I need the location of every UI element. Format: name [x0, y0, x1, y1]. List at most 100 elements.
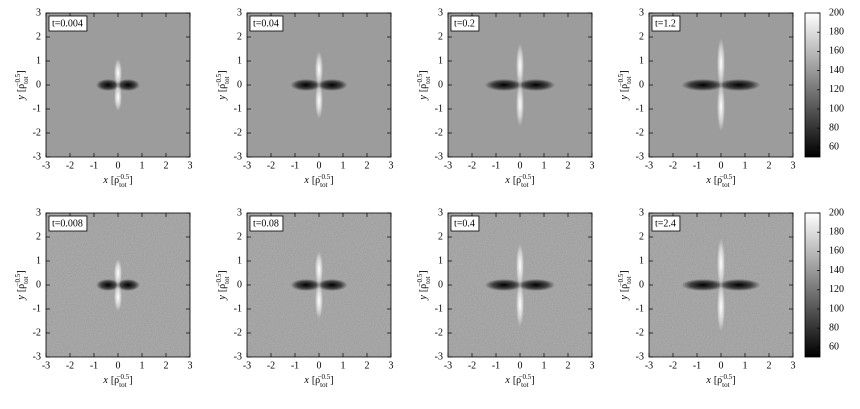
- colorbar-tick-label: 140: [829, 65, 844, 76]
- dark-lobe: [717, 79, 761, 91]
- x-tick-label: 1: [542, 360, 547, 371]
- colorbar-tick-label: 80: [829, 322, 839, 333]
- axis-label-part: tot: [22, 76, 30, 83]
- light-lobe: [717, 81, 725, 132]
- axis-label-part: ]: [217, 270, 228, 273]
- axis-label-part: −0.5: [14, 273, 22, 286]
- axis-label-part: ]: [330, 175, 333, 186]
- axis-label-part: tot: [722, 381, 729, 389]
- dark-lobe: [290, 79, 322, 91]
- axis-label-part: [ρ: [312, 375, 320, 386]
- panel-label: t=0.008: [52, 218, 83, 229]
- y-tick-label: -3: [33, 351, 41, 362]
- light-lobe: [315, 282, 323, 319]
- axis-label-part: x: [504, 175, 510, 186]
- axis-label-part: −0.5: [117, 373, 130, 381]
- y-tick-label: -3: [435, 151, 443, 162]
- x-tick-label: -1: [693, 160, 701, 171]
- y-tick-label: 2: [237, 31, 242, 42]
- y-tick-label: -3: [636, 151, 644, 162]
- axis-label-part: x: [102, 175, 108, 186]
- axis-label-part: y: [16, 295, 27, 301]
- axis-label-part: [ρ: [217, 284, 228, 292]
- x-tick-label: 2: [767, 160, 772, 171]
- axis-label-part: x: [303, 175, 309, 186]
- x-tick-label: 1: [542, 160, 547, 171]
- axis-label-part: y: [418, 95, 429, 101]
- x-tick-label: 3: [188, 160, 193, 171]
- y-tick-label: -2: [234, 127, 242, 138]
- dark-lobe: [316, 279, 348, 291]
- light-lobe: [114, 283, 122, 311]
- axis-label-part: −0.5: [215, 73, 223, 86]
- dark-lobe: [96, 279, 120, 291]
- y-tick-label: 3: [438, 7, 443, 18]
- x-tick-label: 3: [590, 160, 595, 171]
- axis-label-part: ]: [217, 70, 228, 73]
- x-tick-label: -3: [42, 360, 50, 371]
- y-tick-label: 0: [438, 279, 443, 290]
- y-tick-label: -1: [234, 303, 242, 314]
- axis-label-part: [ρ: [619, 284, 630, 292]
- axis-label-part: [ρ: [714, 175, 722, 186]
- y-tick-label: 2: [639, 31, 644, 42]
- axis-label-part: x: [504, 375, 510, 386]
- x-tick-label: -3: [645, 360, 653, 371]
- light-lobe: [516, 243, 524, 289]
- axis-label-part: tot: [424, 276, 432, 283]
- axis-label: y [ρtot−0.5]: [14, 270, 30, 300]
- axis-label-part: tot: [625, 276, 633, 283]
- x-tick-label: 2: [365, 360, 370, 371]
- x-tick-label: -3: [645, 160, 653, 171]
- axis-label: y [ρtot−0.5]: [215, 270, 231, 300]
- y-tick-label: 1: [438, 255, 443, 266]
- axis-label-part: [ρ: [513, 375, 521, 386]
- axis-label: x [ρtot−0.5]: [705, 173, 735, 189]
- axis-label: y [ρtot−0.5]: [416, 70, 432, 100]
- x-tick-label: 1: [341, 160, 346, 171]
- axis-label-part: x: [705, 375, 711, 386]
- x-tick-label: 0: [317, 360, 322, 371]
- axis-label-part: −0.5: [720, 173, 733, 181]
- axis-label-part: ]: [418, 270, 429, 273]
- axis-label: y [ρtot−0.5]: [14, 70, 30, 100]
- y-tick-label: 3: [639, 7, 644, 18]
- y-tick-label: 0: [438, 79, 443, 90]
- light-lobe: [315, 82, 323, 119]
- y-tick-label: -3: [234, 151, 242, 162]
- axis-label-part: −0.5: [215, 273, 223, 286]
- y-tick-label: 0: [237, 79, 242, 90]
- y-tick-label: 2: [438, 231, 443, 242]
- x-tick-label: 1: [140, 360, 145, 371]
- axis-label-part: [ρ: [16, 284, 27, 292]
- x-tick-label: -2: [267, 360, 275, 371]
- x-tick-label: 3: [791, 360, 796, 371]
- axis-label-part: [ρ: [418, 84, 429, 92]
- colorbar-tick-label: 120: [829, 84, 844, 95]
- y-tick-label: 0: [639, 279, 644, 290]
- y-tick-label: 3: [36, 7, 41, 18]
- axis-label-part: x: [102, 375, 108, 386]
- colorbar-tick-label: 200: [829, 207, 844, 218]
- x-tick-label: -3: [444, 160, 452, 171]
- x-tick-label: -1: [291, 160, 299, 171]
- panel-label: t=0.4: [454, 218, 475, 229]
- y-tick-label: 3: [438, 207, 443, 218]
- x-tick-label: 0: [719, 360, 724, 371]
- axis-label: x [ρtot−0.5]: [102, 173, 132, 189]
- axis-label-part: ]: [619, 70, 630, 73]
- axis-label-part: ]: [129, 375, 132, 386]
- label-box: [48, 215, 88, 232]
- x-tick-label: 2: [365, 160, 370, 171]
- colorbar-tick-label: 100: [829, 303, 844, 314]
- dark-lobe: [116, 279, 140, 291]
- x-tick-label: -2: [66, 360, 74, 371]
- axis-label-part: ]: [531, 175, 534, 186]
- x-tick-label: -1: [693, 360, 701, 371]
- axis-label-part: ]: [330, 375, 333, 386]
- x-tick-label: -1: [492, 360, 500, 371]
- y-tick-label: -1: [435, 103, 443, 114]
